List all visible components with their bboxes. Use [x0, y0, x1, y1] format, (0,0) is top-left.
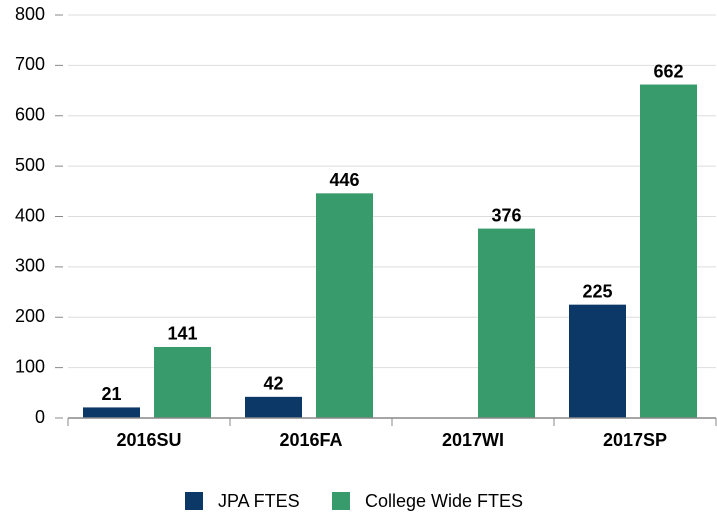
x-tick-label: 2016SU: [116, 430, 181, 450]
y-tick-label: 400: [15, 205, 45, 225]
bar: [154, 346, 211, 418]
x-tick-label: 2017SP: [603, 430, 667, 450]
y-tick-label: 100: [15, 356, 45, 376]
y-tick-label: 0: [35, 407, 45, 427]
y-tick-label: 700: [15, 54, 45, 74]
y-tick-label: 200: [15, 306, 45, 326]
bar: [316, 193, 373, 418]
value-label: 225: [582, 281, 612, 301]
legend-swatch: [332, 492, 350, 510]
x-tick-label: 2017WI: [442, 430, 504, 450]
legend-swatch: [185, 492, 203, 510]
value-label: 141: [167, 324, 197, 344]
legend-label: College Wide FTES: [365, 491, 523, 511]
y-tick-label: 800: [15, 4, 45, 24]
bar: [569, 304, 626, 418]
value-label: 42: [263, 374, 283, 394]
value-label: 446: [329, 170, 359, 190]
y-tick-label: 300: [15, 256, 45, 276]
bar: [83, 407, 140, 418]
y-tick-label: 600: [15, 105, 45, 125]
value-label: 376: [491, 205, 521, 225]
x-tick-label: 2016FA: [279, 430, 342, 450]
bar: [640, 84, 697, 418]
legend-label: JPA FTES: [218, 491, 300, 511]
bar: [478, 228, 535, 418]
bar: [245, 396, 302, 418]
value-label: 21: [101, 384, 121, 404]
value-label: 662: [653, 61, 683, 81]
y-tick-label: 500: [15, 155, 45, 175]
